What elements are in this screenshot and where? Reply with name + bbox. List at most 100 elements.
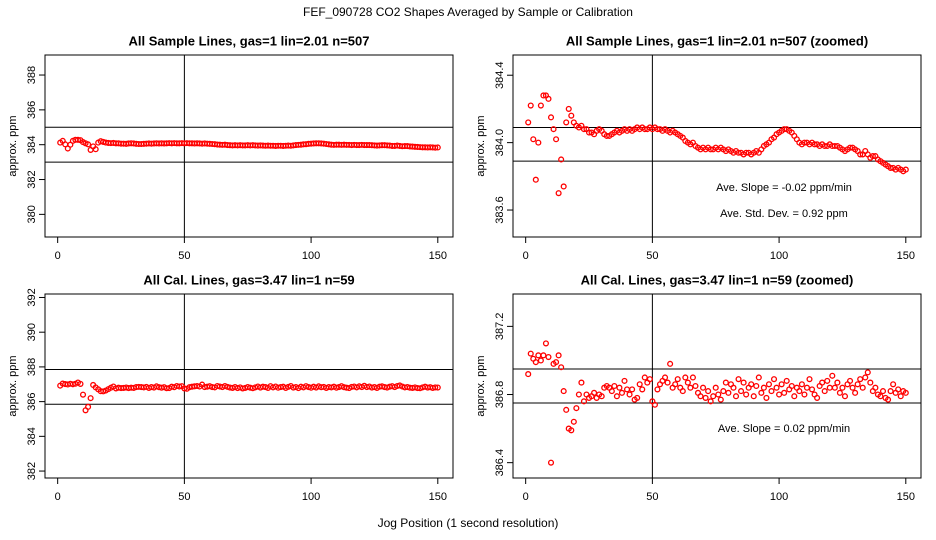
- panel-title: All Cal. Lines, gas=3.47 lin=1 n=59 (zoo…: [581, 272, 854, 287]
- data-point: [634, 394, 641, 401]
- data-point: [527, 350, 534, 357]
- data-point: [770, 376, 778, 383]
- data-point: [679, 388, 686, 395]
- data-point: [547, 459, 555, 466]
- data-point: [732, 393, 740, 400]
- data-point: [846, 377, 854, 384]
- data-point: [540, 352, 547, 359]
- data-point: [687, 384, 694, 391]
- data-point: [85, 403, 92, 410]
- data-point: [788, 382, 795, 390]
- data-point: [527, 102, 534, 109]
- data-point: [808, 386, 816, 393]
- x-tick-label: 50: [178, 491, 190, 503]
- data-point: [535, 139, 542, 146]
- x-tick-label: 100: [770, 491, 788, 503]
- data-point: [530, 136, 537, 143]
- data-point: [661, 374, 669, 381]
- data-point: [560, 388, 567, 395]
- data-point: [730, 384, 737, 391]
- data-point: [532, 176, 539, 183]
- y-tick-label: 384.0: [494, 129, 506, 157]
- data-point: [801, 139, 808, 146]
- data-point: [707, 146, 714, 153]
- data-point: [540, 92, 547, 99]
- data-point: [887, 388, 894, 395]
- data-point: [854, 381, 861, 388]
- data-point: [743, 391, 750, 398]
- data-point: [902, 166, 909, 173]
- x-tick-label: 50: [646, 250, 658, 262]
- panel-title: All Cal. Lines, gas=3.47 lin=1 n=59: [143, 272, 354, 287]
- x-tick-label: 150: [897, 250, 915, 262]
- y-axis-label: approx. ppm: [475, 355, 487, 416]
- annotation: Ave. Slope = 0.02 ppm/min: [718, 423, 850, 435]
- data-point: [684, 379, 691, 386]
- data-point: [651, 401, 658, 408]
- data-point: [667, 360, 674, 367]
- y-tick-label: 380: [26, 205, 38, 223]
- data-point: [563, 119, 570, 126]
- data-point: [781, 389, 788, 396]
- data-point: [689, 374, 696, 381]
- data-point: [674, 376, 681, 383]
- data-point: [163, 385, 170, 392]
- panel-title: All Sample Lines, gas=1 lin=2.01 n=507: [129, 33, 370, 48]
- data-point: [525, 371, 532, 378]
- plot-frame: [512, 54, 922, 238]
- y-tick-label: 392: [26, 288, 38, 306]
- y-tick-label: 387.2: [494, 313, 506, 341]
- x-tick-label: 50: [646, 491, 658, 503]
- data-point: [806, 376, 813, 383]
- data-point: [558, 156, 565, 163]
- plot-frame: [44, 293, 454, 479]
- data-point: [434, 144, 441, 151]
- data-point: [654, 126, 661, 133]
- data-point: [69, 381, 76, 388]
- y-axis-label: approx. ppm: [475, 115, 487, 176]
- x-tick-label: 150: [429, 250, 447, 262]
- y-tick-label: 388: [26, 358, 38, 376]
- data-point: [560, 183, 567, 190]
- data-point: [434, 384, 441, 391]
- y-tick-label: 384: [26, 427, 38, 445]
- data-point: [725, 389, 732, 396]
- data-point: [553, 136, 560, 143]
- x-tick-label: 100: [302, 250, 320, 262]
- x-tick-label: 0: [55, 491, 61, 503]
- data-point: [778, 381, 785, 388]
- data-point: [801, 391, 808, 398]
- data-point: [547, 114, 555, 121]
- data-point: [763, 394, 770, 401]
- data-point: [738, 388, 745, 395]
- data-point: [857, 376, 864, 383]
- data-point: [555, 352, 562, 359]
- data-point: [85, 141, 92, 148]
- x-tick-label: 0: [523, 491, 529, 503]
- data-point: [776, 391, 783, 398]
- data-point: [621, 377, 628, 384]
- data-point: [664, 379, 671, 386]
- data-point: [872, 384, 879, 391]
- data-point: [611, 382, 618, 390]
- data-point: [636, 381, 643, 388]
- data-point: [750, 393, 757, 400]
- data-point: [748, 381, 755, 388]
- data-point: [629, 386, 636, 393]
- data-point: [715, 391, 722, 398]
- data-point: [598, 393, 605, 400]
- data-point: [616, 384, 623, 391]
- data-point: [839, 384, 846, 391]
- data-point: [608, 388, 615, 395]
- data-point: [618, 389, 626, 396]
- data-point: [897, 393, 904, 400]
- data-point: [890, 381, 897, 388]
- data-point: [525, 119, 532, 126]
- data-point: [783, 377, 790, 384]
- data-point: [568, 112, 575, 119]
- data-point: [781, 126, 788, 133]
- data-point: [846, 144, 854, 151]
- y-tick-label: 384: [26, 136, 38, 154]
- data-point: [791, 393, 798, 400]
